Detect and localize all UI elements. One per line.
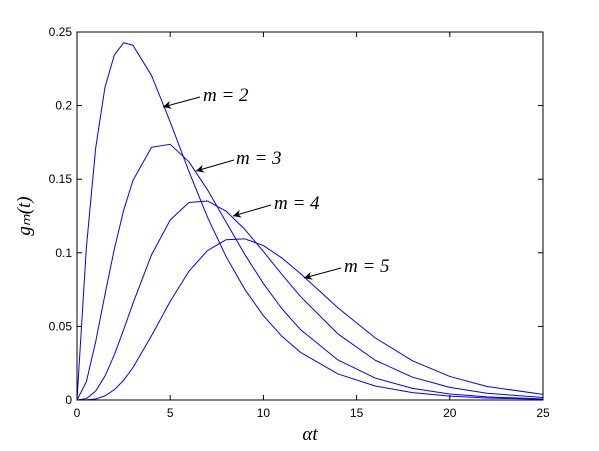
x-tick-label: 25 [536, 406, 550, 420]
annotation: m = 2 [203, 85, 249, 106]
series-line [76, 238, 544, 401]
x-axis-label: αt [302, 424, 318, 445]
annotation-arrow [195, 159, 235, 173]
annotation-arrow [232, 204, 272, 218]
series-line [76, 42, 544, 401]
y-tick-label: 0.15 [49, 172, 73, 186]
y-tick-label: 0.25 [49, 25, 73, 39]
annotation: m = 5 [344, 256, 390, 277]
x-tick-label: 0 [74, 406, 81, 420]
series-line [76, 200, 544, 401]
y-tick-label: 0.2 [55, 99, 72, 113]
annotation: m = 4 [274, 193, 320, 214]
x-tick-label: 5 [167, 406, 174, 420]
x-tick-label: 10 [257, 406, 271, 420]
annotation: m = 3 [236, 148, 282, 169]
y-axis-label: gₘ(t) [14, 196, 35, 235]
plot-frame [76, 31, 544, 401]
x-tick-label: 20 [443, 406, 457, 420]
y-tick-label: 0.05 [49, 319, 73, 333]
annotation-arrow [162, 96, 201, 109]
x-tick-label: 15 [350, 406, 364, 420]
y-tick-label: 0 [65, 393, 72, 407]
annotation-arrow [303, 267, 342, 280]
y-tick-label: 0.1 [55, 246, 72, 260]
